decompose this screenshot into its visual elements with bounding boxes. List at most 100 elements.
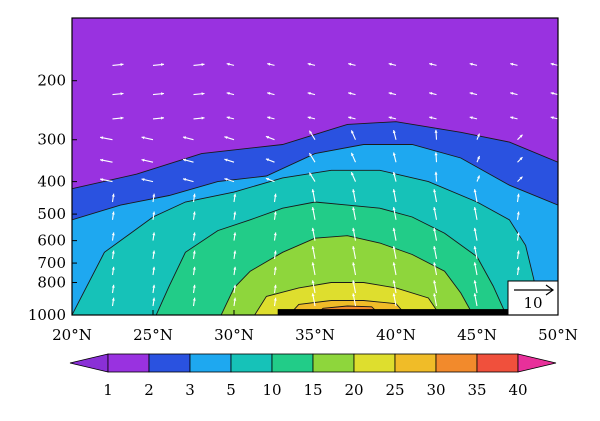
wind-arrow xyxy=(392,206,397,220)
wind-arrow xyxy=(392,280,397,294)
wind-arrow xyxy=(99,136,113,141)
wind-arrow xyxy=(392,245,397,260)
wind-arrow xyxy=(510,92,518,96)
wind-arrow xyxy=(352,227,357,241)
wind-arrow xyxy=(273,211,277,220)
wind-arrow xyxy=(152,250,156,259)
wind-arrow xyxy=(388,62,397,66)
y-tick-label: 600 xyxy=(37,232,66,250)
wind-arrow xyxy=(473,189,478,203)
wind-arrow xyxy=(192,232,196,241)
wind-arrow xyxy=(192,193,196,203)
contour-line-15 xyxy=(220,235,474,315)
wind-arrow xyxy=(476,175,481,182)
wind-arrow xyxy=(392,171,397,182)
wind-arrow xyxy=(433,189,438,203)
wind-arrow xyxy=(348,116,356,120)
colorbar-segment-25 xyxy=(394,353,437,373)
wind-arrow xyxy=(112,92,124,96)
x-tick-label: 30°N xyxy=(214,326,254,344)
wind-arrow xyxy=(469,92,478,96)
wind-arrow xyxy=(307,62,316,66)
wind-arrow xyxy=(392,129,397,140)
wind-arrow xyxy=(510,116,518,120)
colorbar-label-20: 20 xyxy=(344,381,363,399)
wind-arrow xyxy=(152,232,156,241)
wind-arrow xyxy=(516,232,520,241)
wind-arrow xyxy=(111,297,115,307)
y-tick-label: 200 xyxy=(37,72,66,90)
wind-arrow xyxy=(233,211,237,220)
contour-line-3 xyxy=(72,144,558,315)
x-tick-label: 35°N xyxy=(295,326,335,344)
colorbar-segment-15 xyxy=(312,353,355,373)
wind-arrow xyxy=(273,266,277,276)
wind-arrow xyxy=(193,92,205,96)
wind-arrow xyxy=(152,284,156,294)
colorbar-label-2: 2 xyxy=(144,381,154,399)
terrain-block xyxy=(277,309,516,315)
wind-arrow xyxy=(265,158,275,163)
wind-arrow xyxy=(352,189,357,203)
wind-arrow xyxy=(307,116,316,120)
wind-arrow xyxy=(273,250,277,259)
y-axis: 200 300 400 500 600 700 800 1000 xyxy=(28,72,77,324)
wind-arrow xyxy=(233,297,237,307)
wind-arrow xyxy=(510,62,518,66)
wind-arrow xyxy=(550,116,558,120)
wind-arrow xyxy=(226,92,235,96)
wind-arrow xyxy=(392,189,397,203)
wind-arrow xyxy=(516,250,520,259)
colorbar-label-25: 25 xyxy=(385,381,404,399)
colorbar-label-1: 1 xyxy=(103,381,113,399)
wind-arrow xyxy=(350,152,357,163)
wind-arrow xyxy=(182,136,194,141)
wind-arrow xyxy=(111,193,115,203)
terrain-layer xyxy=(277,309,516,315)
wind-arrow xyxy=(267,92,275,96)
wind-arrow xyxy=(434,152,438,163)
wind-arrow xyxy=(352,262,357,276)
contour-line-2 xyxy=(72,121,558,315)
colorbar-segment-3 xyxy=(189,353,232,373)
wind-arrow xyxy=(141,136,154,141)
colorbar-extend-low xyxy=(69,353,109,373)
wind-arrow xyxy=(182,158,194,163)
reference-vector-box: 10 xyxy=(507,280,559,316)
wind-arrow xyxy=(473,262,478,276)
wind-arrow xyxy=(308,130,316,140)
wind-arrow xyxy=(550,92,558,96)
wind-arrow xyxy=(433,227,438,241)
reference-vector-arrowhead xyxy=(545,284,555,296)
wind-arrow xyxy=(433,206,438,220)
colorbar-extend-high xyxy=(517,353,557,373)
wind-arrow xyxy=(152,116,165,120)
wind-arrow xyxy=(224,178,235,183)
wind-arrow xyxy=(388,92,397,96)
wind-arrow xyxy=(308,152,316,163)
y-tick-label: 800 xyxy=(37,274,66,292)
wind-arrow xyxy=(233,266,237,276)
wind-arrow xyxy=(473,227,478,241)
wind-arrow xyxy=(152,211,156,220)
wind-arrow xyxy=(141,178,154,183)
reference-vector-label: 10 xyxy=(523,294,542,312)
y-tick-label: 400 xyxy=(37,173,66,191)
wind-arrow xyxy=(516,193,520,203)
wind-arrow xyxy=(429,116,437,120)
plot-area: 10 xyxy=(71,17,559,316)
wind-arrow xyxy=(434,129,438,140)
wind-arrow xyxy=(111,211,115,220)
wind-arrow xyxy=(434,171,438,182)
wind-arrow xyxy=(433,280,438,294)
wind-arrow xyxy=(311,293,316,307)
colorbar-segment-10 xyxy=(271,353,314,373)
wind-arrow xyxy=(517,134,523,141)
wind-arrow xyxy=(192,266,196,276)
wind-arrow xyxy=(557,139,558,140)
wind-arrow xyxy=(152,193,156,203)
colorbar-segment-1 xyxy=(107,353,150,373)
wind-arrow xyxy=(517,176,523,182)
wind-arrow xyxy=(348,62,356,66)
